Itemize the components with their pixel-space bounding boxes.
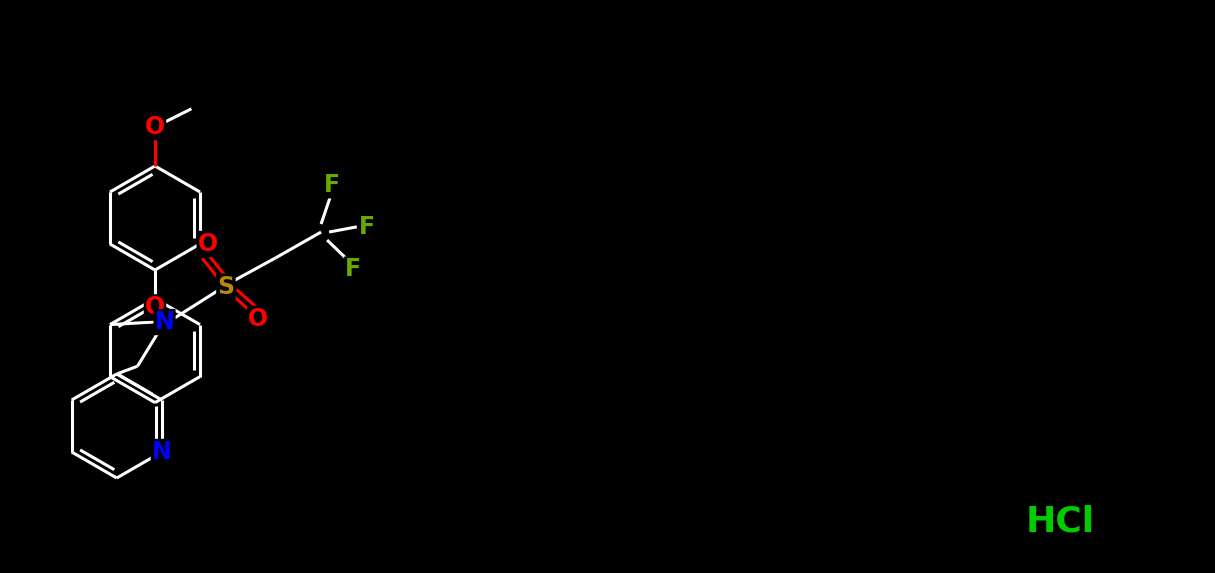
Text: O: O	[145, 296, 165, 319]
Text: O: O	[248, 307, 269, 331]
Text: N: N	[154, 310, 175, 334]
Text: F: F	[323, 173, 339, 197]
Text: F: F	[358, 215, 375, 239]
Text: S: S	[217, 274, 234, 299]
Text: O: O	[145, 115, 165, 139]
Text: HCl: HCl	[1025, 504, 1095, 538]
Text: O: O	[198, 232, 217, 256]
Text: N: N	[152, 440, 171, 464]
Text: F: F	[345, 257, 361, 281]
